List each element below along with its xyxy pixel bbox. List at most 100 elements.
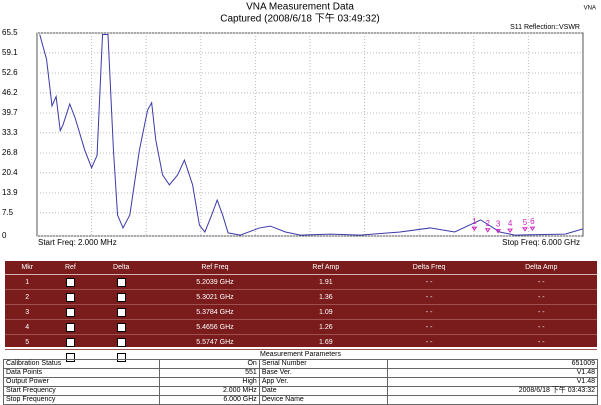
column-header: Mkr bbox=[5, 261, 50, 275]
cell: On bbox=[158, 359, 260, 369]
cell: Date bbox=[258, 386, 389, 396]
cell bbox=[387, 395, 598, 405]
y-tick-label: 33.3 bbox=[2, 128, 18, 137]
cell: 5.3021 GHz bbox=[151, 289, 279, 305]
chart: VNA Measurement Data Captured (2008/6/18… bbox=[2, 2, 596, 247]
y-tick-label: 59.1 bbox=[2, 48, 18, 57]
column-header: Delta Freq bbox=[372, 261, 486, 275]
cell: 651009 bbox=[387, 359, 598, 369]
marker-triangle bbox=[522, 227, 528, 232]
cell: V1.48 bbox=[387, 368, 598, 378]
cell: - - bbox=[372, 289, 486, 305]
cell: 5.2039 GHz bbox=[151, 274, 279, 290]
marker-label: 3 bbox=[496, 220, 501, 229]
marker-triangle bbox=[495, 229, 502, 234]
checkbox-cell bbox=[49, 334, 92, 350]
cell: Device Name bbox=[258, 395, 389, 405]
y-tick-label: 0 bbox=[2, 231, 7, 240]
cell: - - bbox=[372, 334, 486, 350]
parameter-row: Output Power High App Ver. V1.48 bbox=[3, 377, 598, 387]
cell: Base Ver. bbox=[258, 368, 389, 378]
y-tick-label: 46.2 bbox=[2, 88, 18, 97]
y-tick-label: 20.4 bbox=[2, 168, 18, 177]
cell: 2008/6/18 下午 03:43:32 bbox=[387, 386, 598, 396]
cell: 5.3784 GHz bbox=[151, 304, 279, 320]
trace-line bbox=[39, 34, 583, 236]
cell: - - bbox=[372, 304, 486, 320]
checkbox-cell bbox=[91, 319, 151, 335]
checkbox bbox=[116, 337, 126, 347]
cell: 1 bbox=[5, 274, 50, 290]
chart-title: VNA Measurement Data bbox=[246, 2, 354, 13]
trace-label: S11 Reflection::VSWR bbox=[510, 24, 580, 31]
marker-row: 3 5.3784 GHz 1.09- -- - bbox=[5, 304, 597, 320]
cell: 5.5747 GHz bbox=[151, 334, 279, 350]
cell: High bbox=[158, 377, 260, 387]
marker-label: 5 bbox=[523, 218, 528, 227]
cell: 3 bbox=[5, 304, 50, 320]
checkbox bbox=[116, 322, 126, 332]
marker-triangle bbox=[484, 228, 491, 233]
marker-row: 4 5.4656 GHz 1.26- -- - bbox=[5, 319, 597, 335]
parameter-row: Data Points 551 Base Ver. V1.48 bbox=[3, 368, 598, 378]
cell: 5 bbox=[5, 334, 50, 350]
start-label: Start Freq: 2.000 MHz bbox=[38, 238, 117, 247]
cell: Data Points bbox=[3, 368, 160, 378]
checkbox-cell bbox=[91, 289, 151, 305]
marker-table: Mkr Ref Delta Ref Freq Ref Amp Delta Freq Delt… bbox=[5, 261, 597, 364]
cell: 6.000 GHz bbox=[158, 395, 260, 405]
cell: - - bbox=[485, 274, 597, 290]
cell: - - bbox=[485, 304, 597, 320]
marker-label: 1 bbox=[472, 217, 477, 226]
checkbox-cell bbox=[91, 334, 151, 350]
column-header: Ref bbox=[49, 261, 92, 275]
marker-row: 5 5.5747 GHz 1.69- -- - bbox=[5, 334, 597, 350]
checkbox-cell bbox=[91, 274, 151, 290]
parameters-panel: Measurement Parameters Calibration Statu… bbox=[3, 350, 598, 405]
cell: - - bbox=[485, 319, 597, 335]
checkbox-cell bbox=[49, 274, 92, 290]
checkbox bbox=[65, 337, 75, 347]
parameter-row: Start Frequency 2.000 MHz Date 2008/6/18 下午… bbox=[3, 386, 598, 396]
column-header: Ref Freq bbox=[151, 261, 279, 275]
cell: - - bbox=[485, 289, 597, 305]
cell: App Ver. bbox=[258, 377, 389, 387]
cell: - - bbox=[372, 319, 486, 335]
cell: V1.48 bbox=[387, 377, 598, 387]
cell: - - bbox=[372, 274, 486, 290]
marker-triangle bbox=[507, 228, 513, 233]
cell: 1.91 bbox=[278, 274, 373, 290]
column-header: Ref Amp bbox=[278, 261, 373, 275]
checkbox bbox=[65, 292, 75, 302]
checkbox-cell bbox=[49, 289, 92, 305]
cell: Output Power bbox=[3, 377, 160, 387]
parameter-row: Calibration Status On Serial Number 651009 bbox=[3, 359, 598, 369]
checkbox-cell bbox=[49, 319, 92, 335]
checkbox-cell bbox=[91, 304, 151, 320]
checkbox bbox=[65, 307, 75, 317]
cell: - - bbox=[485, 334, 597, 350]
marker-triangle bbox=[529, 226, 536, 232]
checkbox bbox=[116, 292, 126, 302]
cell: 5.4656 GHz bbox=[151, 319, 279, 335]
marker-label: 4 bbox=[508, 219, 513, 228]
cell: Start Frequency bbox=[3, 386, 160, 396]
marker-row: 2 5.3021 GHz 1.36- -- - bbox=[5, 289, 597, 305]
cell: 1.36 bbox=[278, 289, 373, 305]
y-tick-label: 7.5 bbox=[2, 208, 14, 217]
cell: 2 bbox=[5, 289, 50, 305]
marker-label: 6 bbox=[530, 217, 535, 226]
parameter-row: Stop Frequency 6.000 GHz Device Name bbox=[3, 395, 598, 405]
y-tick-label: 52.6 bbox=[2, 68, 18, 77]
cell: 1.26 bbox=[278, 319, 373, 335]
cell: 2.000 MHz bbox=[158, 386, 260, 396]
checkbox bbox=[116, 307, 126, 317]
y-tick-label: 65.5 bbox=[2, 28, 18, 37]
cell: 1.09 bbox=[278, 304, 373, 320]
marker-triangle bbox=[471, 226, 478, 231]
cell: Calibration Status bbox=[3, 359, 160, 369]
column-header: Delta Amp bbox=[485, 261, 597, 275]
parameters-title: Measurement Parameters bbox=[260, 351, 341, 358]
cell: Stop Frequency bbox=[3, 395, 160, 405]
